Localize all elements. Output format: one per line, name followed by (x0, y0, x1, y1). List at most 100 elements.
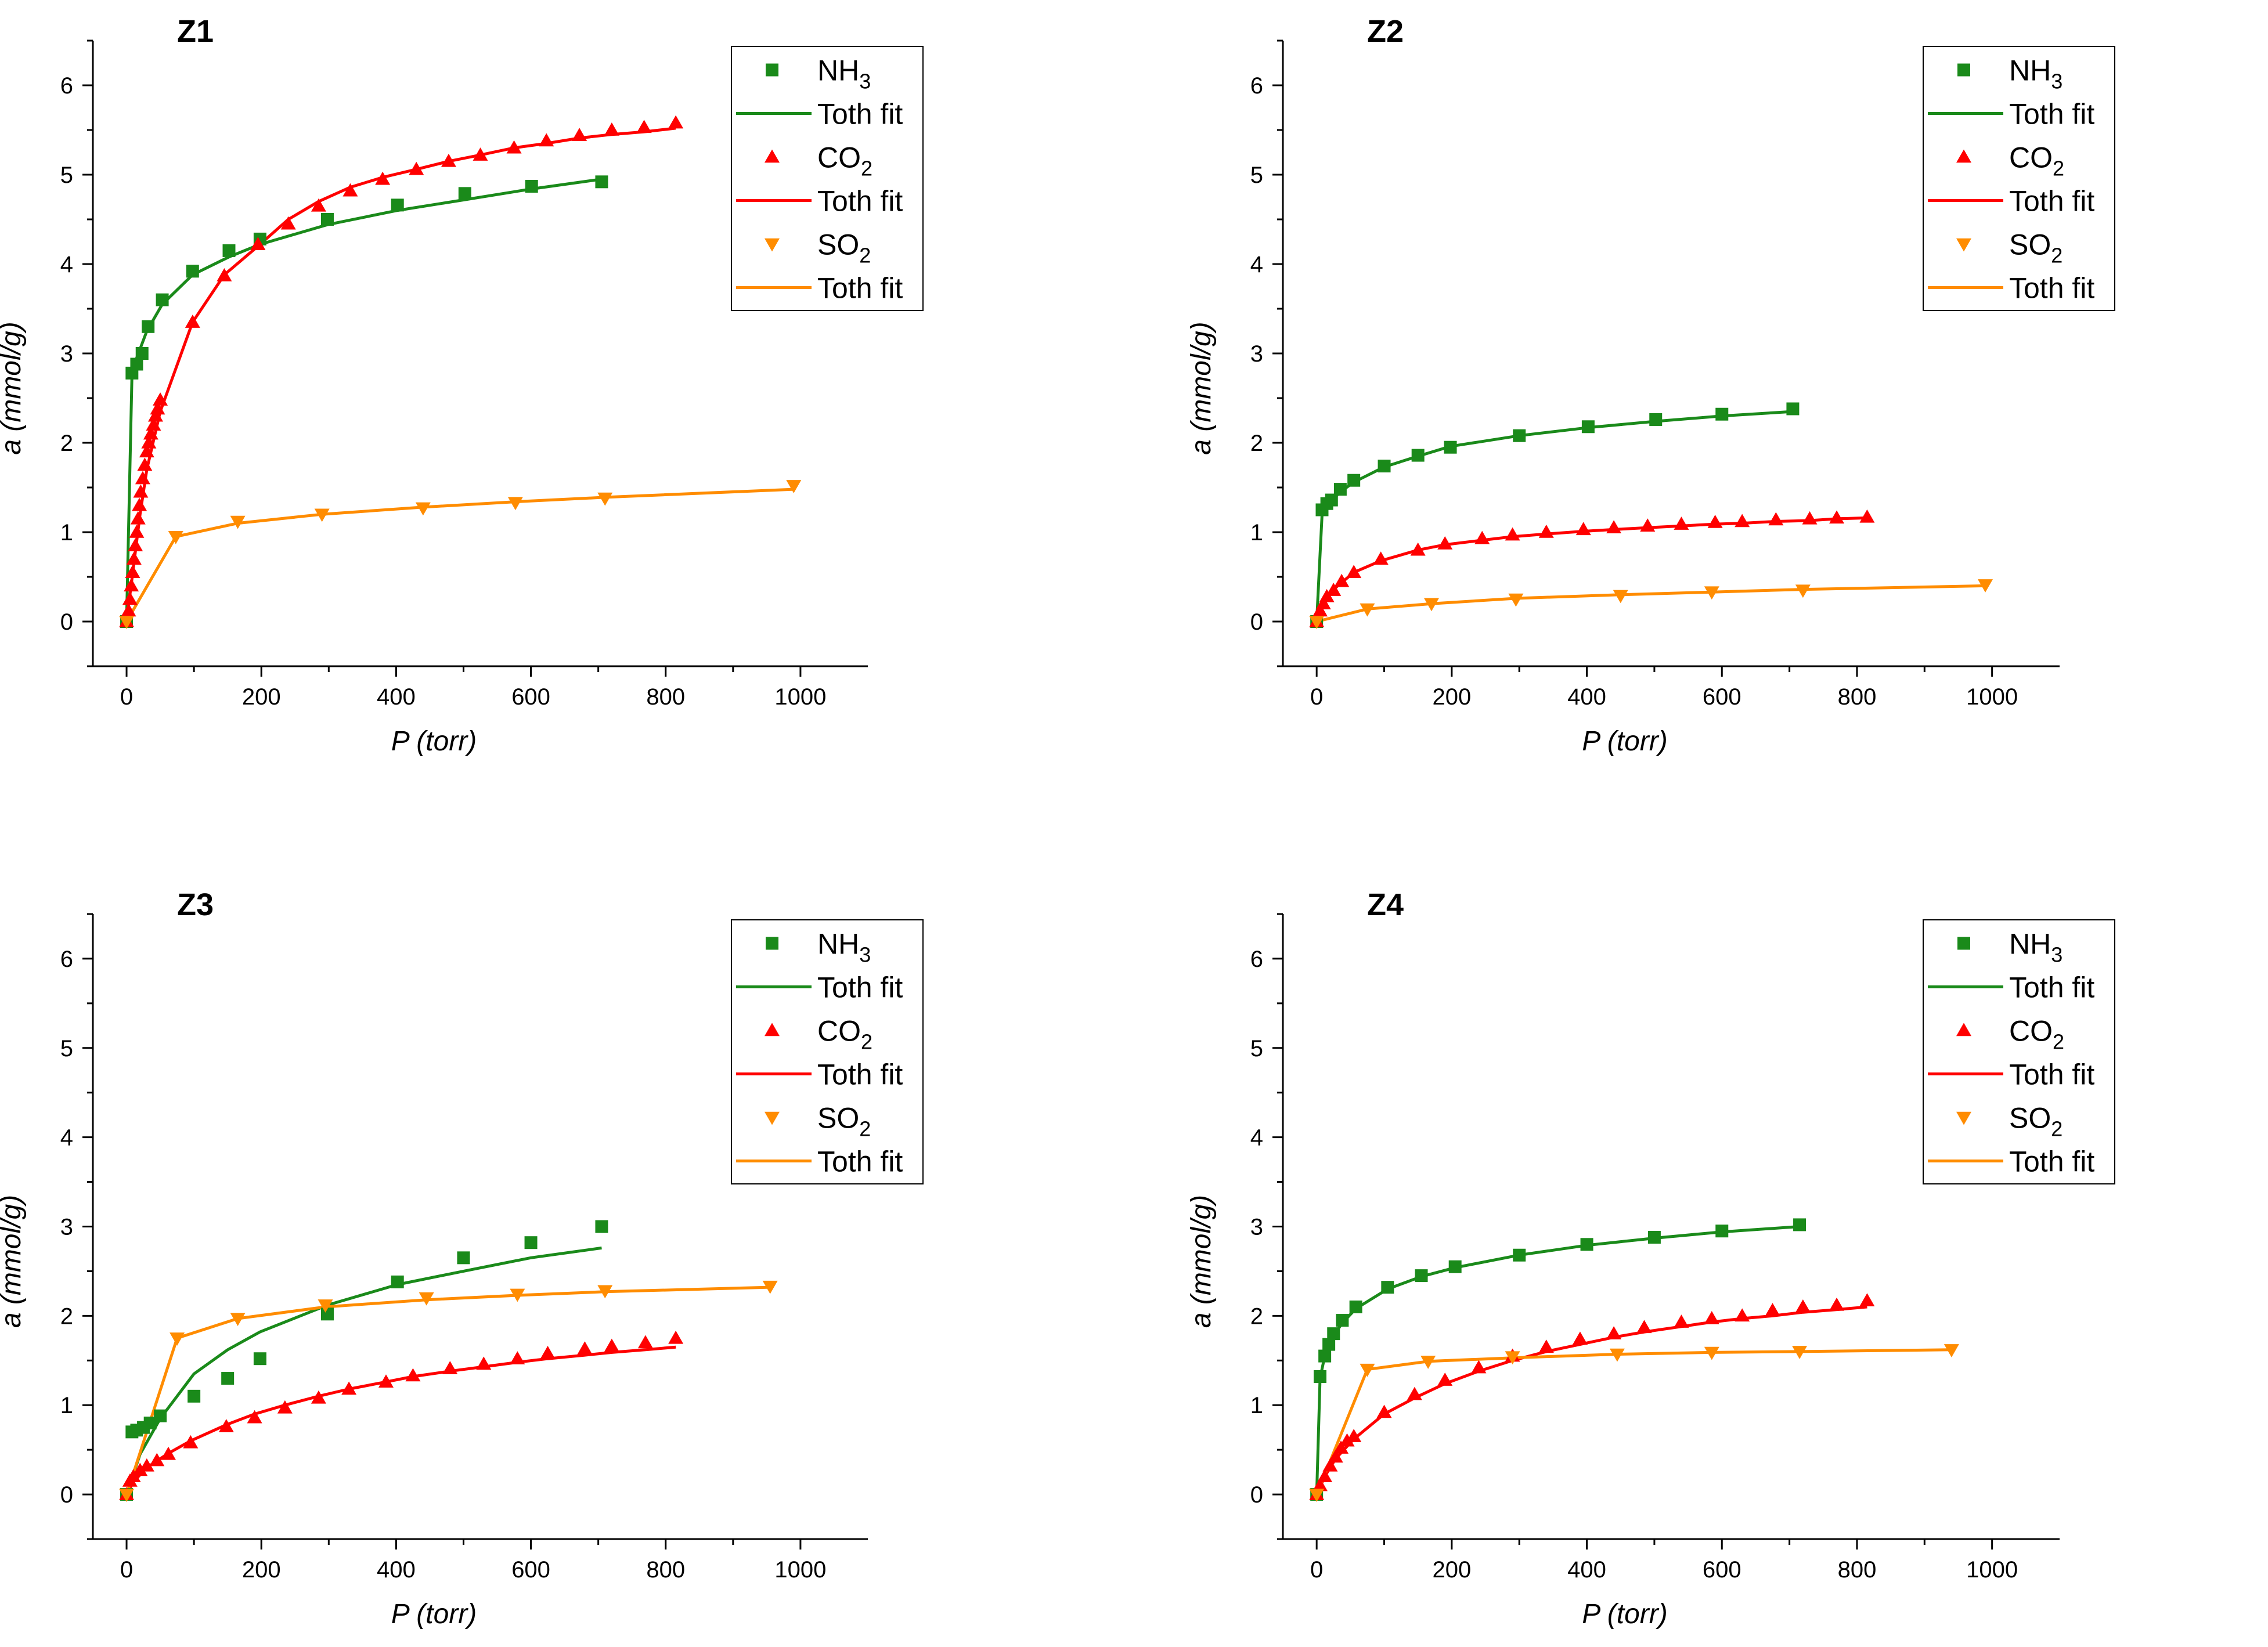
data-point-co2 (473, 147, 488, 161)
data-point-co2 (280, 216, 296, 230)
x-tick-label: 200 (242, 684, 281, 710)
series-nh3 (120, 1220, 608, 1501)
fit-line-nh3 (1315, 410, 1793, 622)
x-tick-label: 400 (1567, 684, 1606, 710)
legend-marker-nh3 (766, 63, 778, 77)
data-point-nh3 (188, 1389, 201, 1403)
fit-line-nh3 (1315, 1225, 1800, 1495)
data-point-co2 (1346, 1429, 1362, 1442)
data-point-nh3 (1411, 449, 1425, 462)
data-point-nh3 (1336, 1314, 1349, 1327)
legend-marker-so2 (765, 1111, 780, 1125)
data-point-co2 (1859, 509, 1875, 523)
data-point-co2 (128, 538, 143, 551)
data-point-co2 (1346, 565, 1362, 579)
data-point-co2 (124, 578, 139, 592)
data-point-nh3 (221, 1372, 235, 1385)
data-point-co2 (139, 1458, 154, 1472)
y-tick-label: 5 (60, 1036, 73, 1061)
legend-marker-nh3 (1957, 63, 1970, 77)
legend-subscript: 2 (859, 244, 871, 268)
data-point-co2 (1606, 520, 1622, 534)
data-point-co2 (1328, 1449, 1343, 1463)
x-tick-label: 200 (1432, 1557, 1471, 1583)
series-so2 (119, 480, 802, 629)
data-point-co2 (1315, 596, 1331, 609)
data-point-so2 (314, 508, 330, 522)
data-point-co2 (311, 1390, 326, 1404)
data-point-co2 (1312, 603, 1328, 617)
data-point-nh3 (1347, 474, 1361, 487)
data-point-co2 (375, 171, 391, 185)
x-tick-label: 0 (1310, 684, 1323, 710)
data-point-co2 (130, 511, 146, 525)
data-point-so2 (170, 1332, 185, 1346)
x-axis-title: P (torr) (1582, 726, 1668, 757)
data-point-co2 (137, 457, 153, 471)
data-point-co2 (183, 1435, 199, 1449)
data-point-co2 (311, 198, 326, 212)
data-point-co2 (147, 408, 163, 422)
data-point-co2 (1859, 1293, 1875, 1306)
data-point-nh3 (135, 347, 149, 360)
legend-subscript: 2 (861, 157, 872, 180)
data-point-co2 (1326, 583, 1342, 596)
y-tick-label: 4 (60, 252, 73, 277)
x-tick-label: 800 (1838, 684, 1877, 710)
data-point-nh3 (1786, 402, 1800, 416)
series-so2 (1309, 1344, 1959, 1502)
y-tick-label: 3 (1250, 341, 1263, 367)
y-tick-label: 2 (1250, 1303, 1263, 1329)
data-point-so2 (119, 616, 135, 629)
y-tick-label: 6 (60, 947, 73, 972)
data-point-nh3 (186, 265, 199, 278)
data-point-so2 (415, 502, 431, 516)
data-point-co2 (1505, 527, 1520, 541)
data-point-nh3 (1313, 1370, 1326, 1383)
data-point-so2 (419, 1292, 434, 1306)
data-point-co2 (506, 140, 522, 154)
legend-subscript: 3 (859, 943, 871, 967)
data-point-co2 (1471, 1360, 1487, 1374)
y-axis-title: a (mmol/g) (1186, 322, 1217, 454)
data-point-nh3 (1444, 440, 1457, 454)
data-point-co2 (133, 484, 149, 498)
data-point-so2 (1704, 586, 1719, 600)
data-point-so2 (1609, 1348, 1625, 1362)
legend-marker-nh3 (766, 937, 778, 950)
legend-marker-so2 (1956, 238, 1971, 252)
legend-marker-nh3 (1957, 937, 1970, 950)
legend-subscript: 2 (2053, 157, 2064, 180)
data-point-nh3 (1325, 493, 1338, 507)
data-point-co2 (1707, 515, 1723, 528)
data-point-co2 (668, 1330, 684, 1344)
y-axis-title: a (mmol/g) (0, 322, 27, 454)
data-point-so2 (168, 530, 183, 544)
data-point-co2 (1322, 1458, 1338, 1472)
panel-title: Z3 (177, 887, 214, 922)
data-point-co2 (1437, 536, 1453, 550)
data-point-so2 (507, 497, 523, 511)
y-tick-label: 3 (60, 1215, 73, 1240)
data-point-nh3 (1715, 1225, 1729, 1238)
x-tick-label: 0 (1310, 1557, 1323, 1583)
y-tick-label: 2 (60, 431, 73, 456)
data-point-co2 (668, 115, 684, 129)
data-point-co2 (572, 128, 587, 141)
data-point-nh3 (253, 1352, 266, 1366)
x-tick-label: 800 (1838, 1557, 1877, 1583)
data-point-co2 (577, 1341, 593, 1355)
y-tick-label: 3 (60, 341, 73, 367)
data-point-co2 (132, 497, 147, 511)
data-point-co2 (122, 591, 138, 605)
x-tick-label: 800 (646, 684, 685, 710)
series-so2 (119, 1280, 778, 1502)
y-tick-label: 6 (1250, 947, 1263, 972)
data-point-co2 (1339, 1433, 1355, 1447)
x-tick-label: 1000 (1966, 1557, 2018, 1583)
x-tick-label: 600 (511, 684, 550, 710)
data-point-nh3 (222, 244, 236, 257)
data-point-nh3 (130, 357, 143, 371)
data-point-nh3 (1333, 483, 1347, 496)
